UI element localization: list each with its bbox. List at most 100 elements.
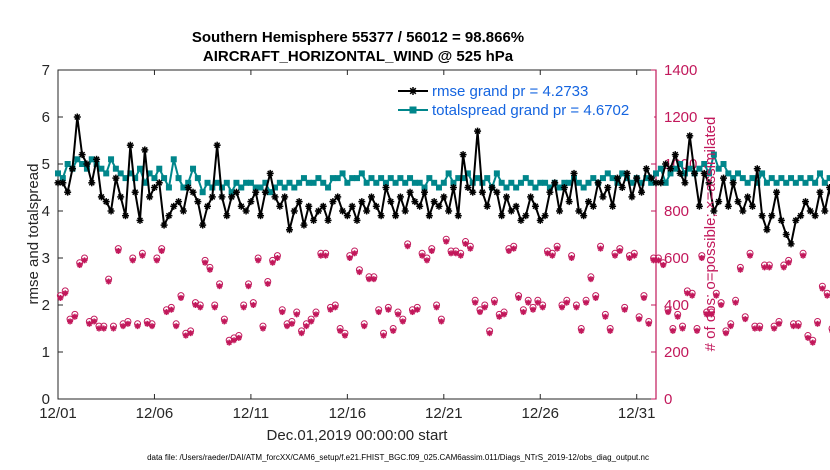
spread-point xyxy=(416,179,423,186)
spread-point xyxy=(749,175,756,182)
spread-point xyxy=(199,189,206,196)
rmse-point xyxy=(748,202,756,210)
rmse-point xyxy=(208,193,216,201)
spread-point xyxy=(64,161,71,167)
rmse-point xyxy=(527,193,535,201)
rmse-point xyxy=(223,212,231,220)
obs-assimilated-point xyxy=(202,259,209,266)
obs-assimilated-point xyxy=(452,250,459,257)
spread-point xyxy=(378,175,385,182)
obs-assimilated-point xyxy=(472,299,479,306)
y-left-tick-label: 1 xyxy=(42,344,50,361)
y-left-tick-label: 7 xyxy=(42,62,50,79)
obs-assimilated-point xyxy=(674,313,681,320)
obs-assimilated-point xyxy=(197,304,204,311)
spread-point xyxy=(532,184,539,191)
obs-assimilated-point xyxy=(689,292,696,299)
rmse-point xyxy=(541,212,549,220)
obs-assimilated-point xyxy=(737,266,744,273)
spread-point xyxy=(170,156,177,163)
rmse-point xyxy=(522,212,530,220)
obs-assimilated-point xyxy=(86,320,93,327)
spread-point xyxy=(667,170,674,177)
rmse-point xyxy=(691,169,699,177)
obs-assimilated-point xyxy=(718,302,725,308)
rmse-point xyxy=(218,193,226,201)
rmse-point xyxy=(266,169,274,177)
obs-assimilated-point xyxy=(645,320,652,327)
spread-point xyxy=(300,175,307,182)
spread-point xyxy=(701,161,708,167)
rmse-point xyxy=(363,207,371,215)
rmse-point xyxy=(613,174,621,182)
spread-point xyxy=(329,175,336,182)
y-right-axis-ticks: 0200400600800100012001400 xyxy=(651,62,697,408)
obs-assimilated-point xyxy=(476,309,483,316)
rmse-point xyxy=(556,207,564,215)
rmse-point xyxy=(271,193,279,201)
rmse-point xyxy=(136,216,144,224)
x-tick-label: 12/06 xyxy=(136,405,174,422)
spread-point xyxy=(146,170,153,177)
rmse-point xyxy=(464,184,472,191)
rmse-point xyxy=(604,184,612,191)
legend-rmse-marker xyxy=(409,87,417,95)
obs-assimilated-point xyxy=(636,316,643,323)
legend: rmse grand pr = 4.2733 totalspread grand… xyxy=(392,76,654,120)
obs-assimilated-point xyxy=(139,252,146,259)
obs-assimilated-point xyxy=(612,252,619,259)
spread-point xyxy=(821,179,828,186)
rmse-point xyxy=(584,198,592,206)
obs-assimilated-point xyxy=(206,266,213,273)
spread-point xyxy=(460,175,467,182)
obs-assimilated-point xyxy=(235,334,242,341)
obs-assimilated-point xyxy=(515,294,522,301)
chart-title-line2: AIRCRAFT_HORIZONTAL_WIND @ 525 hPa xyxy=(203,48,514,65)
spread-point xyxy=(599,175,606,182)
chart-title-line1: Southern Hemisphere 55377 / 56012 = 98.8… xyxy=(192,29,524,46)
rmse-point xyxy=(122,212,130,220)
obs-assimilated-point xyxy=(795,323,802,330)
rmse-point xyxy=(194,198,202,206)
obs-assimilated-point xyxy=(433,304,440,311)
rmse-point xyxy=(478,188,486,196)
spread-point xyxy=(281,184,288,191)
spread-point xyxy=(272,184,279,191)
rmse-point xyxy=(531,202,539,210)
rmse-point xyxy=(642,165,650,173)
spread-point xyxy=(513,184,520,191)
spread-point xyxy=(267,189,274,196)
spread-point xyxy=(310,179,317,186)
rmse-point xyxy=(816,188,824,196)
obs-assimilated-point xyxy=(669,327,676,334)
rmse-point xyxy=(310,216,318,224)
spread-point xyxy=(739,175,746,182)
y-left-axis-ticks: 0 1 2 3 4 5 6 7 xyxy=(42,62,63,408)
rmse-point xyxy=(88,179,96,187)
obs-assimilated-point xyxy=(221,318,228,325)
obs-assimilated-point xyxy=(496,313,503,320)
spread-point xyxy=(826,175,830,182)
rmse-point xyxy=(242,207,250,215)
rmse-point xyxy=(753,165,761,173)
rmse-point xyxy=(73,113,81,121)
obs-assimilated-point xyxy=(665,309,672,316)
obs-assimilated-point xyxy=(327,306,334,313)
obs-assimilated-point xyxy=(168,306,175,313)
obs-assimilated-point xyxy=(554,245,561,252)
spread-point xyxy=(127,170,134,177)
rmse-point xyxy=(469,188,477,196)
spread-point xyxy=(580,184,587,191)
spread-point xyxy=(445,170,452,177)
rmse-point xyxy=(565,198,573,206)
spread-point xyxy=(440,179,447,186)
rmse-point xyxy=(213,141,221,149)
obs-assimilated-point xyxy=(616,247,623,254)
obs-assimilated-point xyxy=(602,313,609,320)
spread-point xyxy=(392,179,399,186)
x-tick-label: 12/26 xyxy=(521,405,559,422)
obs-assimilated-point xyxy=(288,320,295,327)
obs-assimilated-point xyxy=(621,306,628,313)
rmse-point xyxy=(700,169,708,177)
